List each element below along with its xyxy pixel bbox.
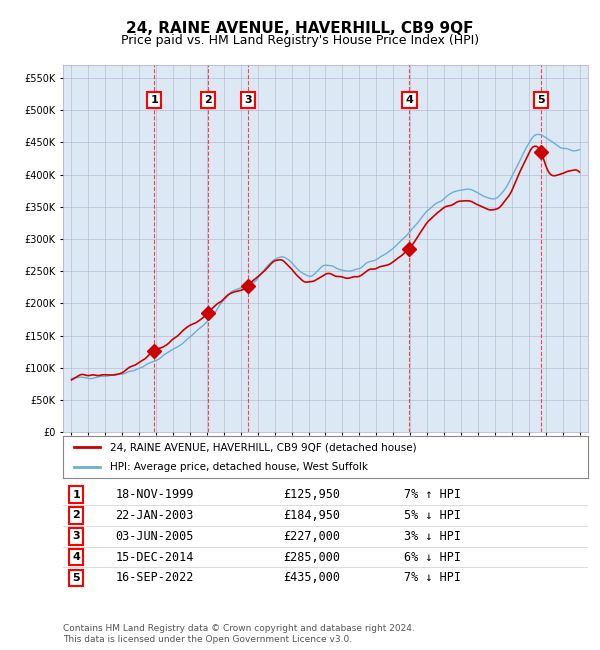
Text: 18-NOV-1999: 18-NOV-1999 — [115, 488, 194, 501]
Text: 22-JAN-2003: 22-JAN-2003 — [115, 509, 194, 522]
Text: 3: 3 — [244, 95, 252, 105]
Text: 5: 5 — [73, 573, 80, 583]
Text: 5: 5 — [537, 95, 545, 105]
Text: 3% ↓ HPI: 3% ↓ HPI — [404, 530, 461, 543]
Text: 16-SEP-2022: 16-SEP-2022 — [115, 571, 194, 584]
Text: Price paid vs. HM Land Registry's House Price Index (HPI): Price paid vs. HM Land Registry's House … — [121, 34, 479, 47]
Text: 7% ↑ HPI: 7% ↑ HPI — [404, 488, 461, 501]
Text: 4: 4 — [72, 552, 80, 562]
Text: 1: 1 — [72, 489, 80, 500]
Text: 2: 2 — [204, 95, 212, 105]
Text: £435,000: £435,000 — [284, 571, 341, 584]
Text: 3: 3 — [73, 531, 80, 541]
Text: £184,950: £184,950 — [284, 509, 341, 522]
Text: 03-JUN-2005: 03-JUN-2005 — [115, 530, 194, 543]
Text: 1: 1 — [150, 95, 158, 105]
Text: 5% ↓ HPI: 5% ↓ HPI — [404, 509, 461, 522]
Text: 2: 2 — [72, 510, 80, 521]
Text: 4: 4 — [406, 95, 413, 105]
Text: £285,000: £285,000 — [284, 551, 341, 564]
Text: Contains HM Land Registry data © Crown copyright and database right 2024.
This d: Contains HM Land Registry data © Crown c… — [63, 624, 415, 644]
Text: £227,000: £227,000 — [284, 530, 341, 543]
Text: 15-DEC-2014: 15-DEC-2014 — [115, 551, 194, 564]
Text: £125,950: £125,950 — [284, 488, 341, 501]
Text: 6% ↓ HPI: 6% ↓ HPI — [404, 551, 461, 564]
Text: 7% ↓ HPI: 7% ↓ HPI — [404, 571, 461, 584]
Text: 24, RAINE AVENUE, HAVERHILL, CB9 9QF: 24, RAINE AVENUE, HAVERHILL, CB9 9QF — [126, 21, 474, 36]
Text: HPI: Average price, detached house, West Suffolk: HPI: Average price, detached house, West… — [110, 462, 368, 472]
Text: 24, RAINE AVENUE, HAVERHILL, CB9 9QF (detached house): 24, RAINE AVENUE, HAVERHILL, CB9 9QF (de… — [110, 443, 417, 452]
